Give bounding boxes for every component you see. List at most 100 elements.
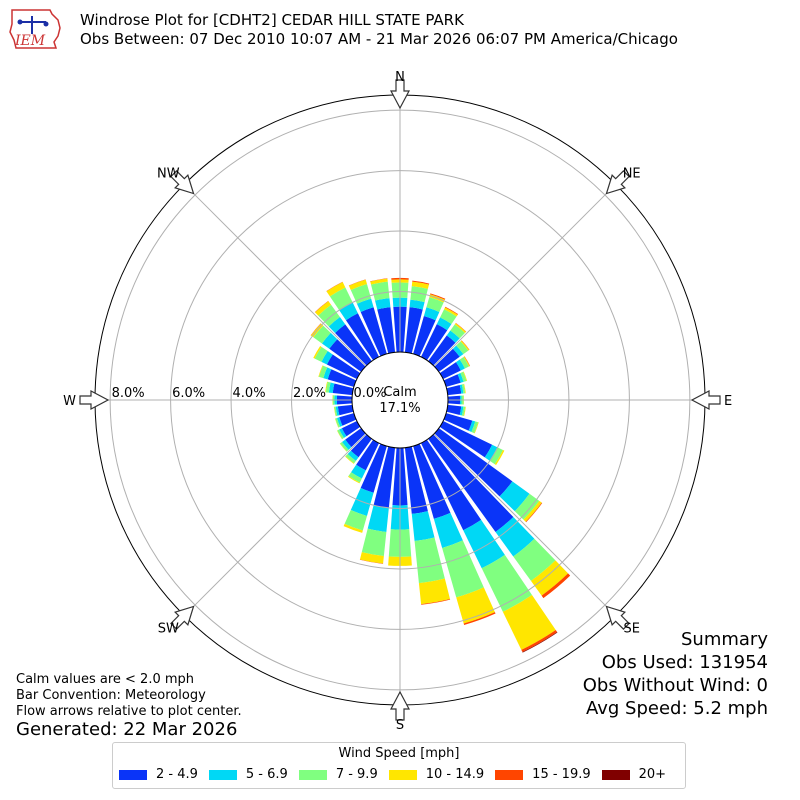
windrose-bar-segment	[464, 356, 471, 367]
windrose-bar-segment	[348, 476, 360, 484]
windrose-bar-segment	[413, 316, 436, 357]
windrose-bar-segment	[450, 324, 465, 339]
direction-label: W	[63, 394, 76, 409]
windrose-bar-segment	[347, 450, 359, 461]
windrose-bar-segment	[318, 365, 324, 377]
windrose-bar-segment	[335, 406, 340, 416]
ring-label: 6.0%	[172, 386, 205, 401]
windrose-bar-segment	[436, 317, 452, 331]
direction-label: SW	[158, 622, 179, 637]
flow-arrow	[390, 79, 410, 110]
grid-spoke	[433, 433, 617, 617]
windrose-bar-segment	[321, 332, 338, 349]
windrose-bar-segment	[434, 428, 513, 497]
windrose-bar-segment	[463, 383, 466, 394]
windrose-bar-segment	[318, 365, 328, 379]
direction-label: SE	[623, 622, 639, 637]
windrose-bar-segment	[351, 464, 366, 479]
flow-arrow	[79, 390, 110, 410]
direction-label: NE	[623, 166, 641, 181]
windrose-bar-segment	[463, 356, 470, 367]
windrose-bar-segment	[360, 443, 387, 493]
windrose-bar-segment	[356, 439, 380, 471]
windrose-bar-segment	[337, 429, 344, 440]
note-calm: Calm values are < 2.0 mph	[16, 672, 195, 687]
windrose-bar-segment	[326, 282, 346, 297]
legend: Wind Speed [mph] 2 - 4.9 5 - 6.9 7 - 9.9…	[112, 742, 686, 789]
windrose-bars	[310, 277, 571, 653]
windrose-bar-segment	[522, 632, 558, 653]
windrose-bar-segment	[443, 413, 473, 431]
windrose-bar-segment	[455, 322, 467, 332]
windrose-bar-segment	[343, 523, 363, 533]
windrose-bar-segment	[443, 374, 461, 387]
grid-spoke	[183, 183, 367, 367]
windrose-bar-segment	[421, 599, 451, 605]
calm-label: Calm	[383, 385, 416, 400]
windrose-bar-segment	[420, 439, 482, 531]
windrose-bar-segment	[314, 346, 328, 362]
windrose-bar-segment	[326, 354, 361, 380]
grid-spoke	[433, 183, 617, 367]
windrose-bar-segment	[359, 559, 384, 564]
direction-labels: N NE E SE S SW W NW	[63, 70, 732, 733]
windrose-bar-segment	[523, 500, 542, 522]
windrose-bar-segment	[337, 404, 354, 416]
windrose-bar-segment	[457, 372, 464, 383]
windrose-bar-segment	[370, 278, 388, 282]
windrose-bar-segment	[411, 281, 430, 289]
windrose-bar-segment	[446, 384, 462, 396]
chart-title: Windrose Plot for [CDHT2] CEDAR HILL STA…	[80, 11, 464, 29]
windrose-bar-segment	[325, 381, 331, 393]
legend-item: 10 - 14.9	[388, 767, 485, 782]
legend-item: 2 - 4.9	[119, 767, 198, 782]
windrose-bar-segment	[370, 281, 390, 301]
windrose-bar-segment	[426, 297, 444, 313]
ring-labels: 0.0% 2.0% 4.0% 6.0% 8.0%	[112, 386, 387, 401]
legend-items: 2 - 4.9 5 - 6.9 7 - 9.9 10 - 14.9 15 - 1…	[119, 767, 677, 782]
windrose-bar-segment	[456, 587, 495, 624]
windrose-bar-segment	[445, 306, 459, 315]
ring-label: 8.0%	[112, 386, 145, 401]
windrose-bar-segment	[336, 430, 343, 440]
windrose-bar-segment	[430, 293, 446, 300]
flow-arrow	[605, 605, 630, 630]
legend-label: 10 - 14.9	[425, 767, 485, 782]
windrose-bar-segment	[481, 554, 533, 612]
windrose-bar-segment	[328, 382, 335, 394]
legend-swatch	[119, 769, 147, 780]
windrose-bar-segment	[541, 573, 571, 599]
ring-label: 4.0%	[233, 386, 266, 401]
windrose-bar-segment	[360, 307, 387, 357]
legend-label: 5 - 6.9	[245, 767, 288, 782]
windrose-bar-segment	[459, 356, 470, 369]
windrose-bar-segment	[345, 313, 380, 361]
windrose-bar-segment	[323, 367, 332, 380]
windrose-bar-segment	[456, 341, 469, 355]
legend-label: 20+	[638, 767, 667, 782]
windrose-bar-segment	[375, 298, 391, 310]
chart-subtitle: Obs Between: 07 Dec 2010 10:07 AM - 21 M…	[80, 30, 678, 48]
windrose-bar-segment	[521, 630, 558, 653]
windrose-bar-segment	[411, 511, 435, 541]
windrose-bar-segment	[345, 428, 366, 448]
windrose-bar-segment	[459, 406, 464, 416]
windrose-bar-segment	[348, 279, 367, 290]
windrose-bar-segment	[329, 339, 366, 372]
windrose-bar-segment	[377, 307, 396, 354]
grid-spoke	[183, 433, 367, 617]
windrose-bar-segment	[468, 420, 476, 432]
windrose-bar-segment	[409, 299, 425, 310]
windrose-bar-segment	[315, 301, 332, 316]
windrose-bar-segment	[361, 528, 387, 557]
windrose-bar-segment	[463, 371, 468, 382]
windrose-bar-segment	[446, 330, 460, 343]
flow-arrow	[690, 390, 721, 410]
windrose-bar-segment	[495, 516, 535, 557]
windrose-bar-segment	[356, 298, 374, 313]
windrose-bar-segment	[463, 612, 496, 625]
windrose-bar-segment	[412, 280, 430, 285]
windrose-bar-segment	[525, 502, 543, 523]
ring-label: 2.0%	[293, 386, 326, 401]
